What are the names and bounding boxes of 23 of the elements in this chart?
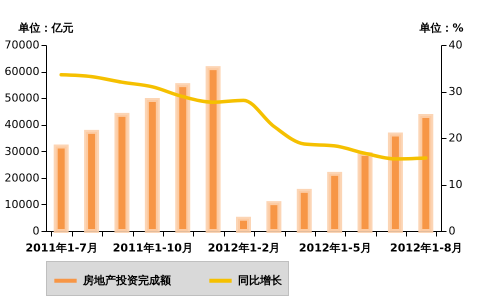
- x-tick-label: 2011年1-10月: [112, 242, 193, 254]
- y-tick-label: 50000: [4, 92, 40, 105]
- y2-axis-title: 单位：%: [418, 22, 464, 34]
- y-tick-label: 30000: [4, 144, 40, 158]
- y-tick-label: 60000: [4, 65, 40, 78]
- y-tick-label: 40000: [4, 118, 40, 132]
- y-tick-label: 20000: [4, 171, 40, 184]
- x-tick-label: 2012年1-2月: [208, 242, 280, 254]
- y2-tick-label: 40: [448, 38, 462, 52]
- line-series: [59, 73, 428, 161]
- y-axis-title: 单位：亿元: [18, 22, 74, 34]
- y-tick-label: 10000: [4, 198, 40, 211]
- y-tick-label: 70000: [4, 38, 40, 52]
- x-tick-label: 2012年1-8月: [390, 242, 463, 254]
- y2-tick-label: 20: [448, 132, 462, 144]
- y2-tick-label: 10: [448, 178, 462, 191]
- y2-tick-label: 30: [448, 85, 462, 98]
- legend-label: 同比增长: [238, 274, 283, 287]
- y-tick-label: 0: [32, 224, 40, 238]
- legend-label: 房地产投资完成额: [82, 274, 172, 287]
- x-tick-label: 2012年1-5月: [298, 242, 372, 254]
- x-tick-label: 2011年1-7月: [25, 242, 98, 254]
- y2-tick-label: 0: [448, 224, 456, 238]
